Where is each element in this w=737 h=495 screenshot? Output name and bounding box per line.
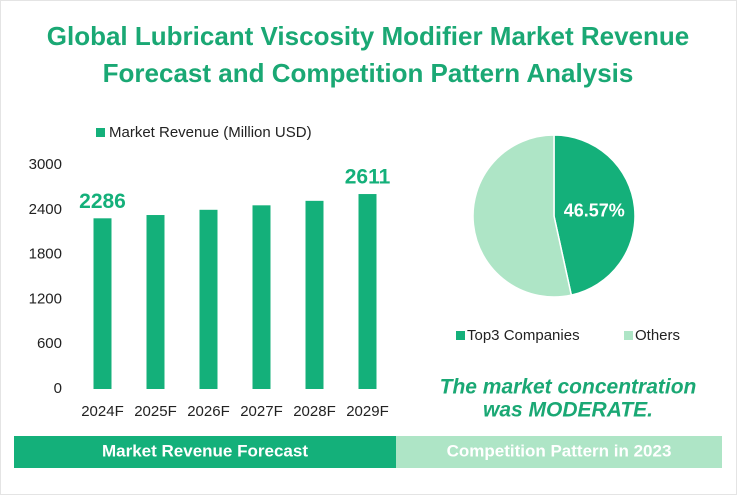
bar [146,215,165,389]
legend-label: Others [635,327,680,344]
x-tick-label: 2027F [240,403,283,420]
value-label: 2286 [79,190,126,213]
note-line: The market concentration [440,376,697,399]
pie-slice [472,134,573,298]
bar [358,194,377,389]
x-tick-label: 2025F [134,403,177,420]
y-tick-label: 0 [54,380,62,397]
footer-banner [396,436,722,468]
y-tick-label: 3000 [29,156,62,173]
pie-slice [553,134,636,297]
x-tick-label: 2026F [187,403,230,420]
value-label: 2611 [345,166,391,189]
bar [199,209,218,389]
legend-swatch [624,331,633,340]
title-line: Forecast and Competition Pattern Analysi… [103,58,634,88]
footer-label: Market Revenue Forecast [102,441,308,460]
legend-label: Market Revenue (Million USD) [109,124,312,141]
bar [252,205,271,389]
x-tick-label: 2024F [81,403,124,420]
title-line: Global Lubricant Viscosity Modifier Mark… [47,21,689,51]
legend-swatch [96,128,105,137]
legend-label: Top3 Companies [467,327,580,344]
bar [93,218,112,389]
y-tick-label: 600 [37,335,62,352]
legend-swatch [456,331,465,340]
y-tick-label: 1200 [29,290,62,307]
y-tick-label: 2400 [29,201,62,218]
footer-banner [14,436,396,468]
bar [305,200,324,389]
footer-label: Competition Pattern in 2023 [447,441,672,460]
x-tick-label: 2028F [293,403,336,420]
note-line: was MODERATE. [483,399,653,422]
value-label: 46.57% [564,200,625,220]
x-tick-label: 2029F [346,403,389,420]
y-tick-label: 1800 [29,246,62,263]
